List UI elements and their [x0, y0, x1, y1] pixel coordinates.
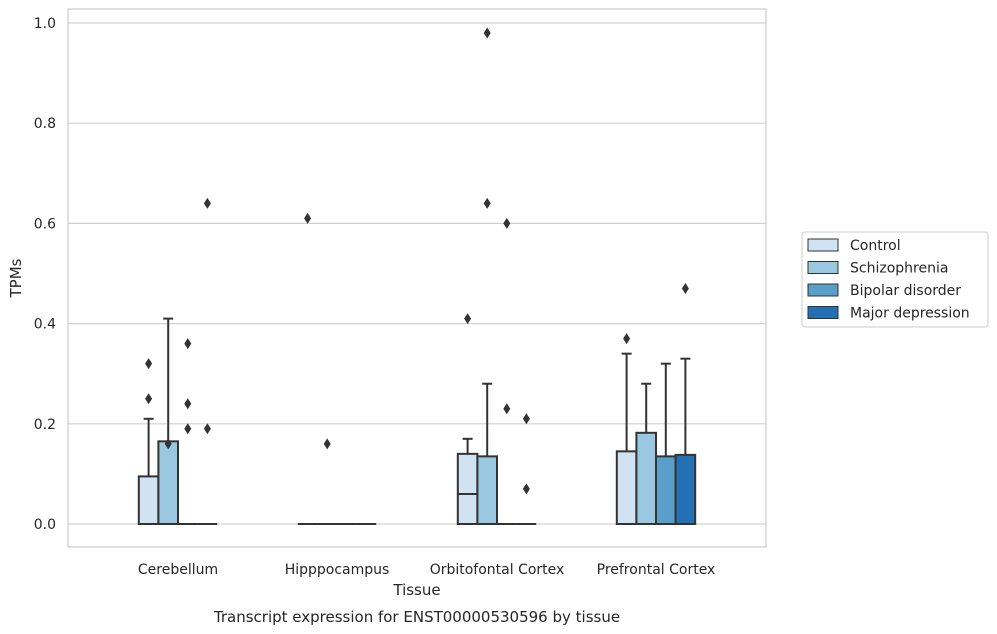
outlier-point — [522, 483, 530, 495]
box-body — [674, 453, 697, 525]
legend-frame — [801, 231, 989, 328]
box-mark — [655, 362, 677, 525]
y-axis-ticks: 0.0 0.2 0.4 0.6 0.8 1.0 — [34, 16, 56, 533]
outlier-point — [203, 197, 211, 209]
x-tick-label: Orbitofontal Cortex — [430, 562, 565, 578]
series-control — [137, 212, 638, 526]
y-tick-label: 0.0 — [34, 517, 56, 533]
box-mark — [297, 212, 318, 525]
box-mark — [456, 313, 479, 525]
legend-entry: Bipolar disorder — [807, 283, 961, 299]
outlier-point — [483, 27, 491, 39]
x-axis-ticks: Cerebellum Hipppocampus Orbitofontal Corte… — [138, 562, 715, 578]
legend-label: Schizophrenia — [850, 261, 948, 277]
x-axis-label: Tissue — [392, 581, 440, 599]
outlier-point — [483, 197, 491, 209]
y-tick-label: 0.6 — [34, 216, 56, 232]
outlier-point — [164, 438, 172, 450]
outlier-point — [503, 403, 511, 415]
x-tick-label: Cerebellum — [138, 562, 218, 578]
legend-label: Control — [850, 238, 901, 254]
box-mark — [497, 217, 517, 525]
outlier-point — [184, 423, 192, 435]
legend-entry: Control — [807, 238, 901, 254]
legend-swatch — [807, 261, 839, 274]
outlier-point — [503, 217, 511, 229]
box-mark — [476, 27, 498, 525]
x-tick-label: Hipppocampus — [285, 562, 390, 578]
series-bipolar-disorder — [178, 217, 677, 525]
y-tick-label: 0.8 — [34, 116, 56, 132]
outlier-point — [464, 313, 472, 325]
series-major-depression — [197, 197, 697, 525]
box-mark — [197, 197, 218, 525]
legend-entry: Major depression — [807, 306, 970, 322]
series-schizophrenia — [157, 27, 658, 525]
box-mark — [178, 338, 198, 525]
outlier-point — [203, 423, 211, 435]
legend-label: Bipolar disorder — [850, 283, 961, 299]
x-tick-label: Prefrontal Cortex — [597, 562, 716, 578]
legend-label: Major depression — [850, 306, 970, 322]
outlier-point — [323, 438, 331, 450]
box-mark — [516, 413, 537, 525]
box-mark — [615, 333, 638, 526]
legend-swatch — [807, 238, 839, 252]
legend-entry: Schizophrenia — [807, 261, 948, 277]
outlier-point — [184, 398, 192, 410]
legend: Control Schizophrenia Bipolar disorder Majo… — [801, 231, 989, 328]
box-body — [476, 455, 498, 525]
outlier-point — [145, 358, 153, 370]
box-body — [655, 455, 677, 525]
box-mark — [317, 438, 337, 525]
outlier-point — [304, 212, 312, 224]
outlier-point — [184, 338, 192, 350]
box-mark — [674, 283, 697, 525]
box-body — [635, 431, 658, 525]
y-tick-label: 0.2 — [34, 417, 56, 433]
box-body — [615, 450, 638, 526]
y-axis-label: TPMs — [7, 258, 25, 298]
plot-area-frame — [67, 8, 767, 548]
outlier-point — [681, 283, 689, 295]
box-series — [137, 27, 697, 526]
legend-swatch — [807, 306, 839, 319]
box-body — [157, 440, 179, 525]
box-mark — [137, 358, 160, 525]
y-tick-label: 0.4 — [34, 317, 56, 333]
legend-swatch — [807, 283, 839, 297]
outlier-point — [145, 393, 153, 405]
y-tick-label: 1.0 — [34, 16, 56, 32]
box-body — [456, 452, 479, 525]
chart-title: Transcript expression for ENST0000053059… — [213, 608, 620, 626]
box-mark — [157, 317, 179, 525]
box-mark — [635, 382, 658, 525]
box-body — [137, 475, 160, 525]
outlier-point — [522, 413, 530, 425]
outlier-point — [623, 333, 631, 345]
